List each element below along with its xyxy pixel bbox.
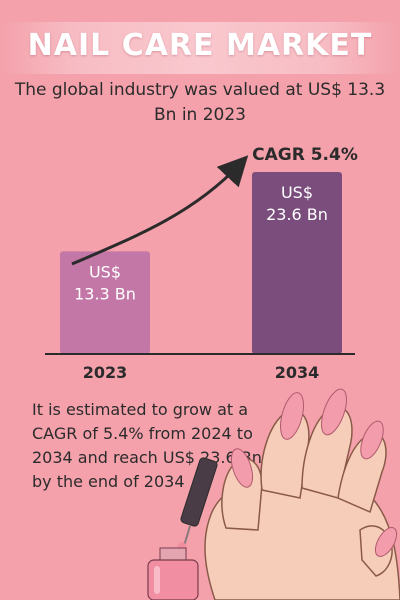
bottle-shine [154,566,160,594]
bar-value-label: 23.6 Bn [266,205,328,224]
footer-text: It is estimated to grow at a CAGR of 5.4… [32,400,262,491]
nail-5 [374,527,398,557]
bar-value-label: 13.3 Bn [74,284,136,303]
nail-2 [280,392,304,440]
bottle-body [147,559,199,600]
bar-chart: US$ 13.3 Bn 2023 US$ 23.6 Bn 2034 CAGR 5.4% [45,145,358,380]
brush-handle [180,457,218,527]
hand-with-nail-polish-icon [147,388,400,600]
title-banner [0,22,400,74]
bar-value-label: US$ [281,183,313,202]
nail-3 [321,388,347,436]
brush-stem [183,525,191,547]
cagr-annotation: CAGR 5.4% [252,145,358,165]
growth-arrow [71,155,249,266]
bar-2023 [60,251,150,354]
page-subtitle: The global industry was valued at US$ 13… [14,80,386,125]
bar-2034 [252,172,342,354]
category-label: 2034 [275,363,320,380]
bar-value-label: US$ [89,262,121,281]
page-title: NAIL CARE MARKET [27,28,373,63]
nail-4 [360,420,384,460]
nail-1 [230,448,254,488]
category-label: 2023 [83,363,128,380]
